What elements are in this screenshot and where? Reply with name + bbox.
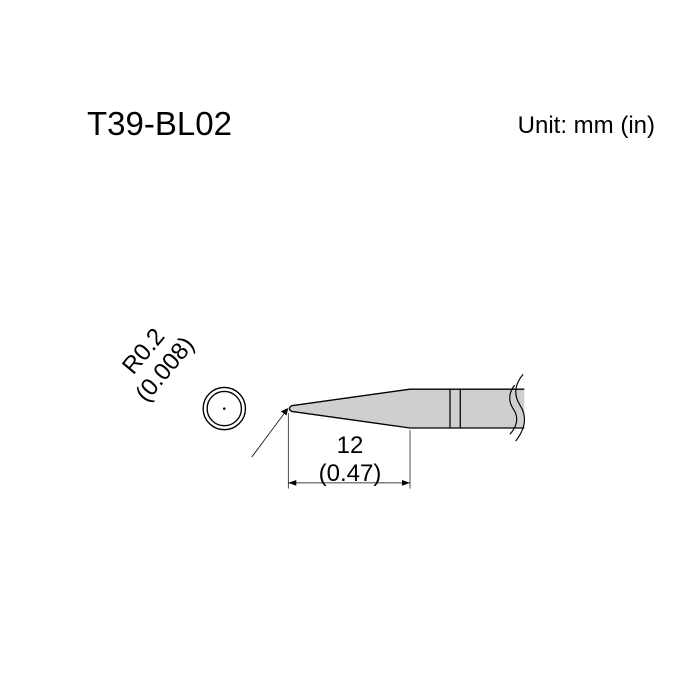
radius-leader	[252, 408, 289, 457]
part-number: T39-BL02	[87, 105, 232, 143]
length-in: (0.47)	[290, 460, 410, 488]
end-view-circle	[203, 387, 245, 429]
length-mm: 12	[290, 432, 410, 460]
unit-label: Unit: mm (in)	[518, 112, 655, 140]
length-dimension-label: 12 (0.47)	[290, 432, 410, 487]
